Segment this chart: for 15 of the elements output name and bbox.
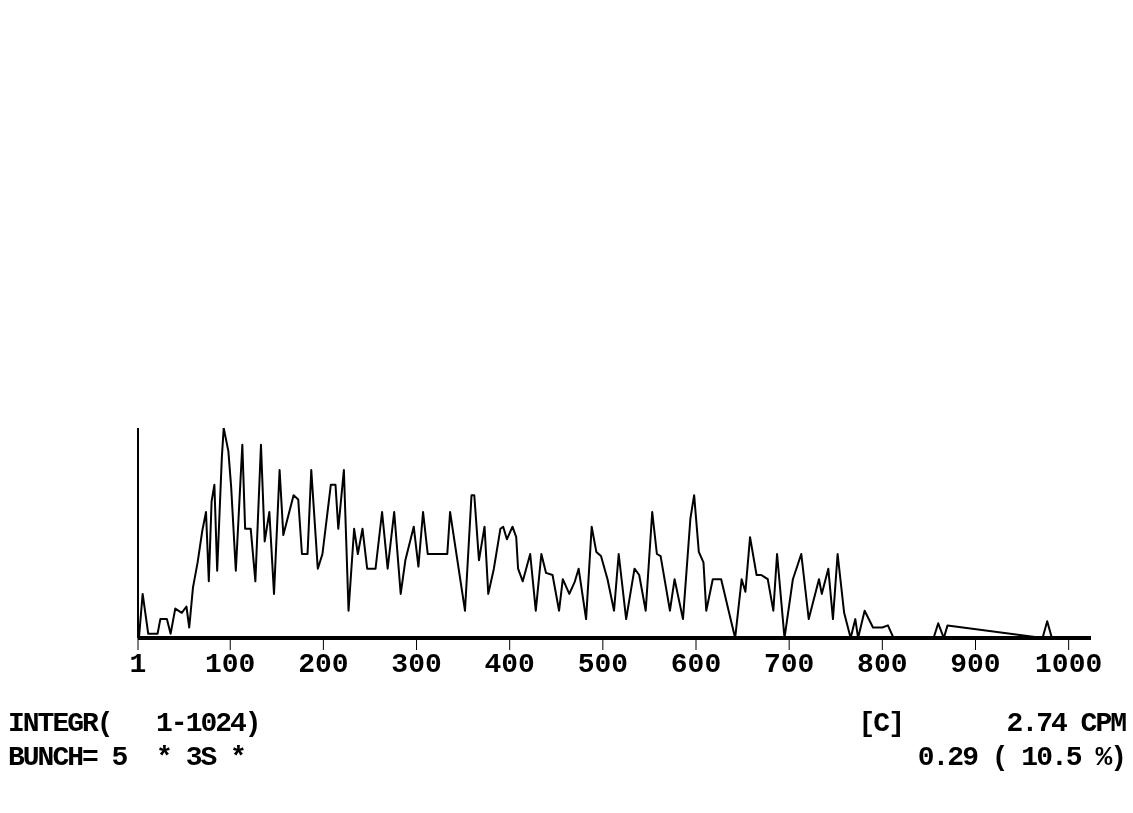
x-tick-label: 600 (670, 648, 722, 680)
x-tick-label: 700 (763, 648, 815, 680)
x-tick-label: 500 (577, 648, 629, 680)
text: BUNCH= 5 * 3S * (8, 742, 245, 773)
x-tick-label: 1 (129, 648, 147, 680)
x-tick-label: 800 (857, 648, 908, 680)
x-tick-label: 200 (298, 648, 349, 680)
x-tick-label: 1000 (1035, 648, 1103, 680)
x-tick-label: 100 (205, 648, 256, 680)
x-tick-label: 400 (484, 648, 535, 680)
text: INTEGR( 1-1024) (8, 708, 260, 739)
text: [C] 2.74 CPM (858, 708, 1125, 739)
text: 0.29 ( 10.5 %) (917, 742, 1125, 773)
x-tick-label: 900 (950, 648, 1001, 680)
x-tick-label: 300 (391, 648, 442, 680)
